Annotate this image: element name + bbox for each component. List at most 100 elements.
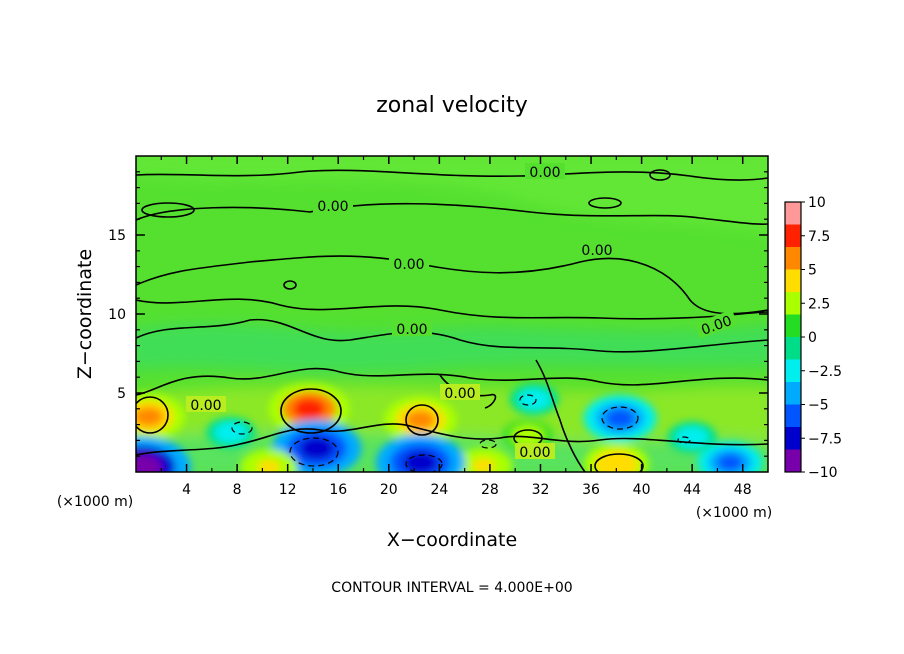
colorbar: 10 7.5 5 2.5 0 −2.5 −5 −7.5 −10 bbox=[784, 195, 842, 481]
anomaly-core bbox=[292, 398, 326, 420]
dashed-contour bbox=[479, 439, 497, 449]
colorbar-swatch bbox=[785, 359, 801, 383]
x-tick-label: 4 bbox=[182, 482, 191, 498]
colorbar-swatch bbox=[785, 427, 801, 450]
dashed-contour bbox=[231, 421, 253, 435]
contour-loop bbox=[649, 169, 671, 181]
anomaly-core bbox=[257, 459, 281, 472]
colorbar-label: 5 bbox=[808, 263, 817, 279]
contour-label-bg bbox=[313, 197, 353, 213]
contour-label: 0.00 bbox=[317, 199, 348, 215]
contour-label: 0.00 bbox=[529, 165, 560, 181]
colorbar-label: −7.5 bbox=[808, 431, 842, 447]
upper-band bbox=[136, 156, 768, 234]
colorbar-swatch bbox=[785, 404, 801, 428]
y-axis: 5 10 15 bbox=[108, 171, 768, 457]
anomaly-core bbox=[472, 458, 495, 472]
dashed-contour bbox=[405, 454, 443, 472]
colorbar-swatch bbox=[785, 337, 801, 360]
colorbar-label: 0 bbox=[808, 330, 817, 346]
contour-line bbox=[136, 202, 768, 225]
contour-loop bbox=[280, 388, 342, 434]
colorbar-label: 10 bbox=[808, 195, 826, 211]
contour-label-bg bbox=[525, 163, 565, 179]
negative-contours bbox=[231, 394, 691, 472]
y-tick-label: 15 bbox=[108, 228, 126, 244]
contour-loop bbox=[594, 453, 644, 472]
x-tick-label: 44 bbox=[683, 482, 701, 498]
anomaly-core bbox=[221, 426, 241, 439]
contour-loop bbox=[141, 202, 195, 218]
anomaly-layer bbox=[136, 382, 763, 472]
y-tick-label: 10 bbox=[108, 307, 126, 323]
plot-area bbox=[136, 156, 768, 472]
x-axis-label: X−coordinate bbox=[387, 529, 517, 551]
anomaly-core bbox=[524, 392, 544, 406]
contour-loop bbox=[405, 404, 439, 436]
colorbar-label: −10 bbox=[808, 465, 838, 481]
x-tick-label: 40 bbox=[633, 482, 651, 498]
dashed-contour bbox=[289, 437, 339, 467]
contour-interval-note: CONTOUR INTERVAL = 4.000E+00 bbox=[331, 580, 572, 596]
colorbar-swatch bbox=[785, 292, 801, 315]
contour-label-bg bbox=[440, 384, 480, 400]
contour-label: 0.00 bbox=[581, 243, 612, 259]
x-tick-label: 16 bbox=[329, 482, 347, 498]
x-unit-right: (×1000 m) bbox=[696, 505, 772, 521]
anomaly-core bbox=[298, 436, 335, 461]
colorbar-swatch bbox=[785, 449, 801, 473]
x-tick-label: 36 bbox=[582, 482, 600, 498]
dashed-contour bbox=[601, 406, 639, 430]
x-tick-label: 8 bbox=[233, 482, 242, 498]
colorbar-swatch bbox=[785, 224, 801, 248]
x-tick-label: 28 bbox=[481, 482, 499, 498]
colorbar-swatch bbox=[785, 314, 801, 338]
contour-loop bbox=[588, 197, 622, 209]
anomaly-core bbox=[136, 454, 162, 472]
x-axis: 4 8 12 16 20 24 28 32 36 40 44 48 bbox=[160, 156, 752, 498]
x-unit-left: (×1000 m) bbox=[57, 494, 133, 510]
contour-label: 0.00 bbox=[396, 322, 427, 338]
anomaly-core bbox=[405, 410, 435, 430]
anomaly-core bbox=[402, 450, 439, 472]
anomaly-core bbox=[518, 429, 538, 443]
contour-label-bg bbox=[515, 443, 555, 459]
contour-label-bg bbox=[694, 309, 738, 339]
x-tick-label: 12 bbox=[279, 482, 297, 498]
contour-label: 0.00 bbox=[444, 386, 475, 402]
contour-label-bg bbox=[577, 241, 617, 257]
contour-label-bg bbox=[389, 255, 429, 271]
contour-label-bg bbox=[392, 320, 432, 336]
colorbar-label: 2.5 bbox=[808, 296, 830, 312]
x-tick-label: 24 bbox=[430, 482, 448, 498]
anomaly-core bbox=[605, 408, 635, 428]
contour-label-bg bbox=[186, 396, 226, 412]
contour-label: 0.00 bbox=[393, 257, 424, 273]
contour-line bbox=[535, 359, 586, 472]
x-tick-label: 32 bbox=[532, 482, 550, 498]
x-tick-label: 20 bbox=[380, 482, 398, 498]
colorbar-label: −5 bbox=[808, 398, 829, 414]
contour-line bbox=[136, 255, 768, 315]
chart-title: zonal velocity bbox=[376, 93, 528, 118]
contour-label: 0.00 bbox=[519, 445, 550, 461]
mid-band bbox=[136, 322, 768, 373]
contour-line bbox=[136, 423, 768, 456]
colorbar-swatch bbox=[785, 247, 801, 270]
dashed-contour bbox=[677, 436, 691, 444]
y-axis-label: Z−coordinate bbox=[74, 249, 96, 379]
contour-line bbox=[136, 169, 768, 181]
contour-label: 0.00 bbox=[190, 398, 221, 414]
colorbar-label: −2.5 bbox=[808, 364, 842, 380]
anomaly-core bbox=[603, 455, 630, 472]
contour-line bbox=[136, 367, 768, 396]
anomaly-core bbox=[717, 453, 744, 472]
anomaly-core bbox=[682, 430, 702, 444]
y-tick-label: 5 bbox=[117, 386, 126, 402]
colorbar-swatch bbox=[785, 202, 801, 225]
dashed-contour bbox=[519, 394, 537, 406]
anomaly-core bbox=[136, 407, 164, 427]
x-tick-label: 48 bbox=[734, 482, 752, 498]
contour-loop bbox=[136, 396, 169, 434]
